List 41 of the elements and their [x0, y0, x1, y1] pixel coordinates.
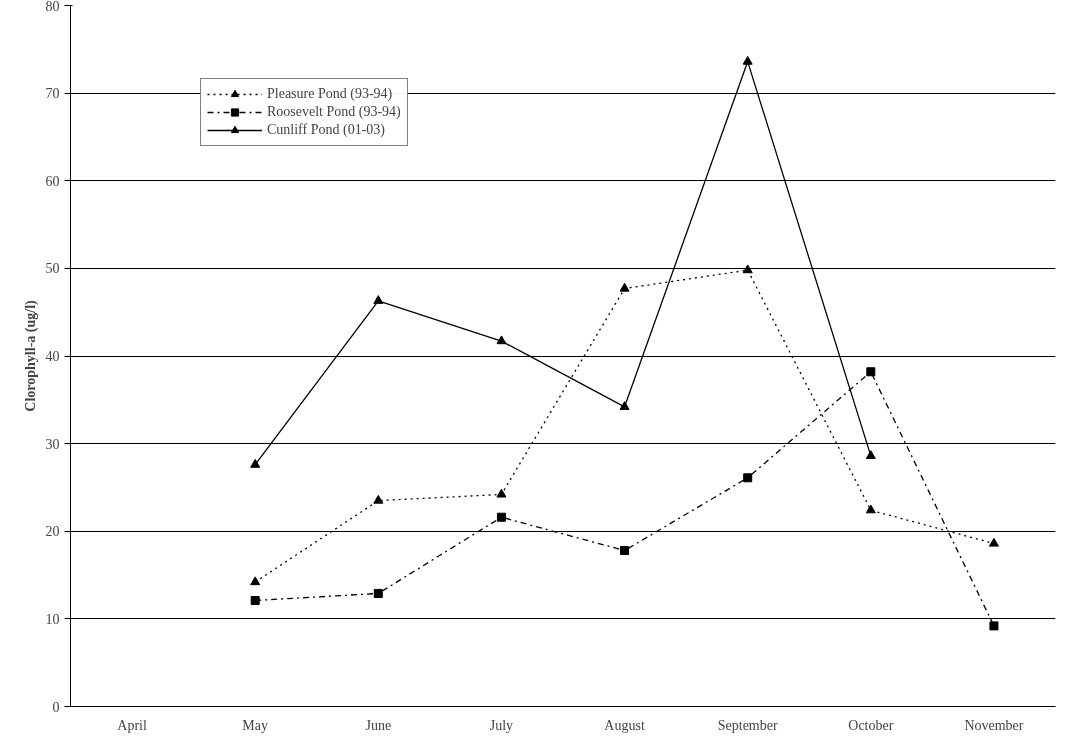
y-tick-label: 50	[45, 261, 60, 277]
x-tick-label: September	[717, 717, 778, 733]
legend-label: Cunliff Pond (01-03)	[267, 121, 385, 139]
y-tick-label: 60	[45, 173, 60, 189]
x-tick-label: May	[242, 717, 269, 733]
point	[620, 546, 630, 556]
x-tick-label: October	[848, 717, 894, 733]
point	[496, 335, 507, 345]
point	[865, 504, 876, 514]
point	[989, 621, 999, 631]
x-tick-label: November	[964, 717, 1024, 733]
x-tick-label: August	[604, 717, 645, 733]
point	[373, 494, 384, 504]
point	[496, 512, 506, 522]
y-tick-label: 10	[45, 611, 60, 627]
x-tick-label: April	[117, 717, 147, 733]
point	[866, 367, 876, 377]
point	[250, 576, 261, 586]
y-axis-title: Clorophyll-a (ug/l)	[22, 299, 39, 412]
y-tick-label: 0	[52, 699, 60, 715]
point	[373, 588, 383, 598]
point	[373, 295, 384, 304]
point	[496, 488, 507, 498]
point	[250, 458, 261, 468]
y-tick-label: 30	[45, 436, 60, 452]
point	[250, 595, 260, 605]
legend-label: Roosevelt Pond (93-94)	[267, 103, 401, 121]
y-tick-label: 70	[45, 86, 60, 102]
point	[742, 55, 753, 65]
y-tick-label: 20	[45, 524, 60, 540]
point	[742, 264, 753, 274]
y-tick-label: 80	[45, 0, 60, 14]
legend-label: Pleasure Pond (93-94)	[267, 85, 393, 103]
point	[743, 473, 753, 483]
x-tick-label: July	[489, 717, 514, 733]
point	[619, 401, 630, 410]
x-tick-label: June	[365, 717, 392, 733]
point	[619, 282, 630, 292]
point	[865, 450, 876, 459]
y-tick-label: 40	[45, 349, 60, 364]
point	[988, 537, 999, 547]
